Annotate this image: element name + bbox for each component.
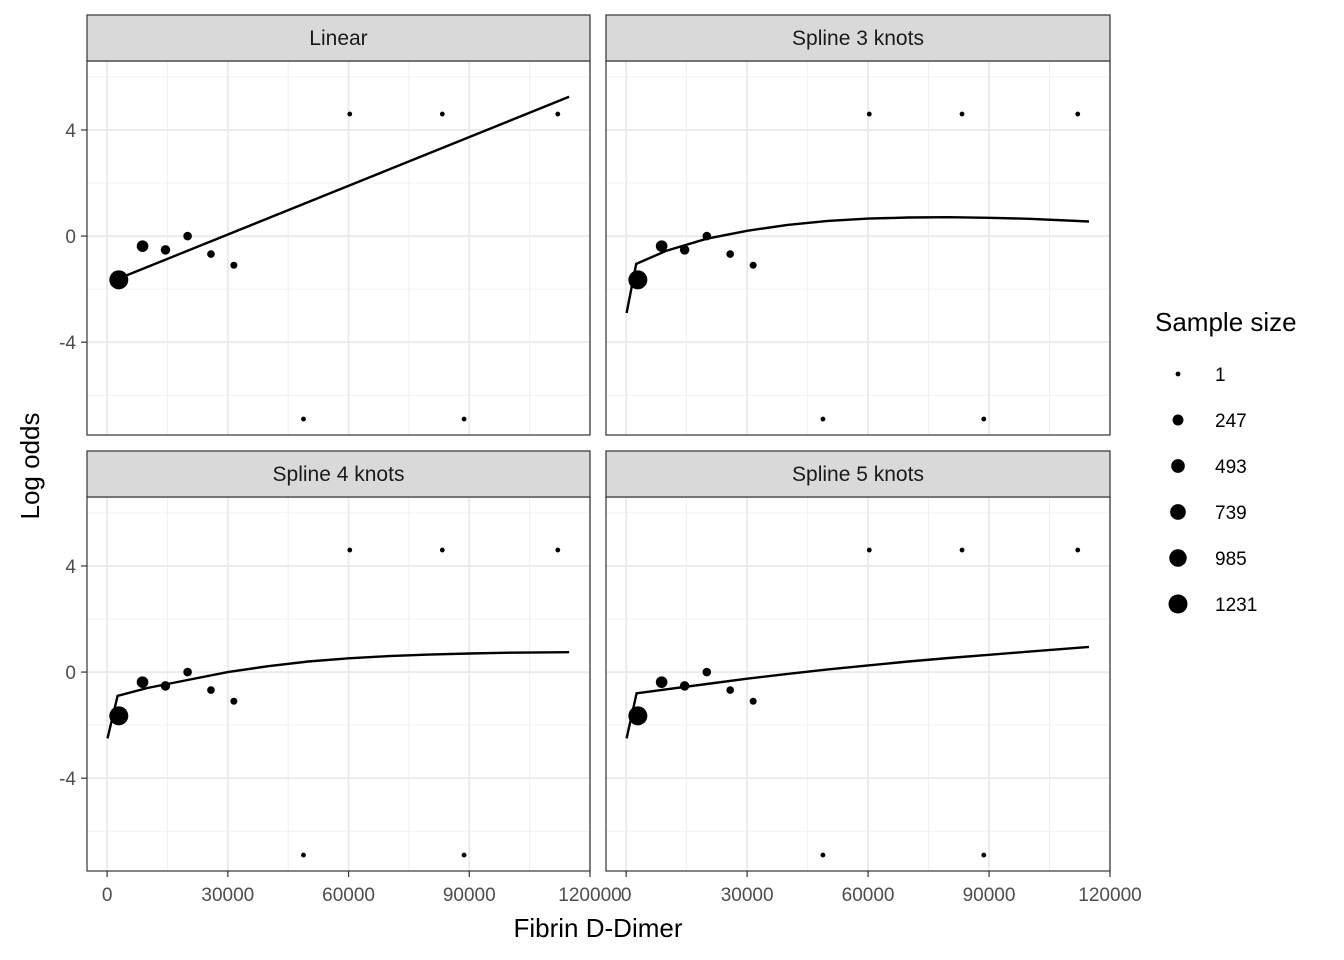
data-point <box>207 686 215 694</box>
data-point <box>981 852 987 858</box>
data-point <box>820 852 826 858</box>
y-tick-label: 0 <box>65 663 76 684</box>
data-point <box>866 547 872 553</box>
data-point <box>1075 547 1081 553</box>
x-tick-label: 120000 <box>1078 885 1141 906</box>
data-point <box>702 231 712 241</box>
x-tick-label: 0 <box>102 885 113 906</box>
fitted-curve-line <box>625 215 1090 314</box>
fitted-curve-line <box>625 645 1090 739</box>
panel-1: Linear <box>86 14 591 436</box>
legend-label: 1231 <box>1215 595 1257 616</box>
legend-key-dot <box>1170 504 1186 520</box>
legend-label: 985 <box>1215 549 1247 570</box>
data-point <box>726 686 734 694</box>
panels-group: Linear Spline 3 knots Spline 4 knots Spline… <box>86 14 1111 872</box>
legend-key-dot <box>1171 459 1185 473</box>
data-point <box>136 240 149 252</box>
data-point <box>959 547 965 553</box>
data-point <box>628 270 648 290</box>
facet-strip <box>86 450 591 498</box>
panel-background <box>606 61 1110 435</box>
legend-label: 247 <box>1215 411 1247 432</box>
data-point <box>230 697 238 705</box>
data-point <box>183 231 192 241</box>
y-tick-label: 0 <box>65 227 76 248</box>
facet-strip <box>605 14 1111 62</box>
panel-background <box>606 497 1110 871</box>
data-point <box>655 240 668 252</box>
data-point <box>109 706 129 726</box>
x-axis-title: Fibrin D-Dimer <box>514 913 683 943</box>
y-tick-label: 4 <box>65 557 76 578</box>
data-point <box>461 852 467 858</box>
legend-key-dot <box>1168 594 1188 614</box>
legend-label: 493 <box>1215 457 1247 478</box>
data-point <box>702 667 712 677</box>
data-point <box>655 676 668 688</box>
facet-strip <box>605 450 1111 498</box>
legend-key-dot <box>1169 549 1187 567</box>
x-tick-label: 120000 <box>558 885 621 906</box>
x-tick-label: 90000 <box>443 885 496 906</box>
data-point <box>160 245 171 255</box>
data-point <box>301 852 306 858</box>
data-point <box>555 547 561 553</box>
data-point <box>1075 111 1081 117</box>
data-point <box>981 416 987 422</box>
legend-label: 739 <box>1215 503 1247 524</box>
x-tick-label: 30000 <box>721 885 774 906</box>
x-tick-label: 30000 <box>201 885 254 906</box>
fitted-curve-line <box>106 651 570 739</box>
x-tick-label: 90000 <box>963 885 1016 906</box>
data-point <box>160 681 171 691</box>
data-point <box>679 245 690 255</box>
facet-strip-label: Spline 3 knots <box>792 27 924 50</box>
y-axis-title: Log odds <box>15 413 45 520</box>
data-point <box>439 547 445 553</box>
panel-2: Spline 3 knots <box>605 14 1111 436</box>
data-point <box>679 681 690 691</box>
fitted-curve-line <box>118 95 570 280</box>
data-point <box>207 250 215 258</box>
data-point <box>301 416 306 422</box>
data-point <box>628 706 648 726</box>
y-tick-label: 4 <box>65 121 76 142</box>
x-tick-label: 60000 <box>322 885 375 906</box>
data-point <box>183 667 192 677</box>
legend: Sample size 1 247 493 739 985 1231 <box>1155 307 1297 616</box>
legend-label: 1 <box>1215 365 1226 386</box>
axes-group: 40-440-40 30000 60000 90000 120000 0 30000 6000… <box>59 121 1142 906</box>
data-point <box>749 697 757 705</box>
data-point <box>109 270 129 290</box>
x-tick-label: 60000 <box>842 885 895 906</box>
data-point <box>866 111 872 117</box>
data-point <box>959 111 965 117</box>
data-point <box>439 111 445 117</box>
facet-strip-label: Spline 4 knots <box>273 463 405 486</box>
data-point <box>347 547 353 553</box>
facet-strip-label: Linear <box>309 27 367 50</box>
data-point <box>136 676 149 688</box>
data-point <box>555 111 561 117</box>
panel-4: Spline 5 knots <box>605 450 1111 872</box>
y-tick-label: -4 <box>59 769 76 790</box>
legend-key-dot <box>1172 414 1184 426</box>
facet-strip-label: Spline 5 knots <box>792 463 924 486</box>
y-tick-label: -4 <box>59 333 76 354</box>
legend-title: Sample size <box>1155 307 1297 337</box>
data-point <box>820 416 826 422</box>
x-tick-label: 0 <box>621 885 632 906</box>
data-point <box>749 261 757 269</box>
legend-key-dot <box>1175 371 1181 377</box>
data-point <box>230 261 238 269</box>
facet-strip <box>86 14 591 62</box>
panel-3: Spline 4 knots <box>86 450 591 872</box>
data-point <box>726 250 734 258</box>
data-point <box>347 111 353 117</box>
data-point <box>461 416 467 422</box>
